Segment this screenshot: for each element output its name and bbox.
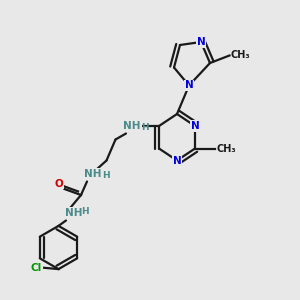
Text: N: N <box>184 80 194 91</box>
Text: CH₃: CH₃ <box>231 50 250 61</box>
Text: O: O <box>55 178 64 189</box>
Text: N: N <box>172 155 182 166</box>
Text: NH: NH <box>123 121 141 131</box>
Text: N: N <box>190 121 200 131</box>
Text: CH₃: CH₃ <box>216 143 236 154</box>
Text: H: H <box>82 207 89 216</box>
Text: N: N <box>196 37 206 47</box>
Text: H: H <box>141 123 148 132</box>
Text: NH: NH <box>84 169 102 179</box>
Text: Cl: Cl <box>31 262 42 273</box>
Text: H: H <box>102 171 110 180</box>
Text: NH: NH <box>65 208 82 218</box>
